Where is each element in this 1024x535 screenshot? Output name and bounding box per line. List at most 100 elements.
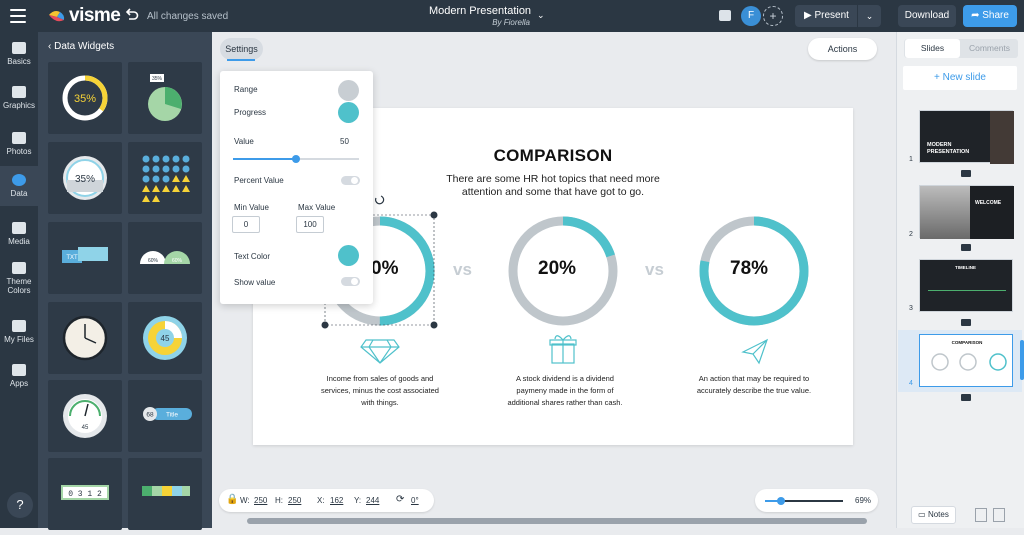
thumb-4-transition-icon[interactable] — [961, 394, 971, 401]
avatar[interactable]: F — [741, 6, 761, 26]
undo-icon[interactable] — [125, 8, 139, 22]
widget-title-badge[interactable]: 68 Title — [128, 380, 202, 452]
new-slide-button[interactable]: + New slide — [903, 66, 1017, 90]
value-slider-thumb[interactable] — [292, 155, 300, 163]
save-status: All changes saved — [147, 11, 229, 22]
ring-widget-label: 45 — [161, 334, 170, 343]
height-value[interactable]: 250 — [288, 496, 302, 505]
nav-graphics[interactable]: Graphics — [0, 82, 38, 118]
widget-semicircle[interactable]: 60% 60% — [128, 222, 202, 294]
logo-text: visme — [69, 5, 121, 26]
slide-title[interactable]: COMPARISON — [493, 146, 613, 165]
tab-slides[interactable]: Slides — [905, 39, 960, 58]
y-value[interactable]: 244 — [366, 496, 380, 505]
max-value-input[interactable]: 100 — [296, 216, 324, 233]
horizontal-scrollbar[interactable] — [247, 518, 867, 524]
widget-counter[interactable]: 0 3 1 2 — [48, 458, 122, 530]
actions-button[interactable]: Actions — [808, 38, 877, 60]
widget-text-bar[interactable]: TXT — [48, 222, 122, 294]
present-options-button[interactable]: ⌄ — [858, 5, 881, 27]
slide-thumbnail-2[interactable]: WELCOME — [919, 185, 1014, 239]
nav-my-files[interactable]: My Files — [0, 316, 38, 352]
share-icon: ➦ — [971, 10, 983, 21]
zoom-slider-thumb[interactable] — [776, 497, 785, 505]
x-value[interactable]: 162 — [330, 496, 344, 505]
settings-tab[interactable]: Settings — [220, 38, 263, 60]
ring-1-caption[interactable]: Income from sales of goods and services,… — [321, 374, 439, 407]
show-value-toggle[interactable] — [341, 277, 360, 286]
range-color-swatch[interactable] — [338, 80, 359, 101]
width-value[interactable]: 250 — [254, 496, 268, 505]
nav-data[interactable]: Data — [0, 166, 38, 206]
ring-3-caption[interactable]: An action that may be required to accura… — [696, 374, 812, 395]
visme-logo[interactable]: visme — [48, 5, 121, 26]
tab-comments[interactable]: Comments — [968, 43, 1011, 53]
widget-gauge[interactable]: 35% — [48, 142, 122, 214]
present-button[interactable]: ▶ Present — [795, 5, 857, 27]
dimensions-bar: 🔒 W: 250 H: 250 X: 162 Y: 244 ⟳ 0° — [219, 489, 434, 512]
rotate-icon[interactable]: ⟳ — [396, 494, 405, 505]
present-label: Present — [814, 10, 849, 21]
widget-icon-array[interactable] — [128, 142, 202, 214]
top-bar: visme All changes saved Modern Presentat… — [0, 0, 1024, 32]
widget-color-bar[interactable] — [128, 458, 202, 530]
visme-logo-icon — [49, 11, 65, 22]
notes-button[interactable]: ▭ Notes — [911, 506, 956, 524]
title-badge-widget-icon: 68 Title — [143, 407, 192, 421]
progress-color-swatch[interactable] — [338, 102, 359, 123]
nav-theme-colors[interactable]: Theme Colors — [0, 260, 38, 300]
grid-view-icon[interactable] — [975, 508, 987, 522]
ring-2-caption[interactable]: A stock dividend is a dividend paymeny m… — [507, 374, 623, 407]
palette-icon — [12, 262, 26, 274]
slides-tabs: Slides Comments — [904, 39, 1018, 58]
slides-scrollbar[interactable] — [1020, 340, 1024, 380]
folder-icon — [12, 320, 26, 332]
widgets-heading[interactable]: ‹ Data Widgets — [48, 41, 115, 52]
left-nav: Basics Graphics Photos Data Media Theme … — [0, 32, 38, 528]
slide-thumbnail-1[interactable]: MODERN PRESENTATION — [919, 110, 1014, 164]
media-icon — [12, 222, 26, 234]
thumb-2-panel — [970, 186, 1014, 239]
slide-thumbnail-3[interactable]: TIMELINE — [919, 259, 1013, 312]
ring-3[interactable] — [699, 216, 809, 326]
thumb-3-text: TIMELINE — [955, 265, 976, 270]
percent-value-toggle[interactable] — [341, 176, 360, 185]
min-value-input[interactable]: 0 — [232, 216, 260, 233]
share-button[interactable]: ➦ Share — [963, 5, 1017, 27]
widget-donut[interactable]: 35% — [48, 62, 122, 134]
chevron-down-icon[interactable]: ⌄ — [537, 10, 545, 20]
comment-icon[interactable] — [719, 10, 731, 21]
widget-meter[interactable]: 45 — [48, 380, 122, 452]
slide-thumbnail-4[interactable]: COMPARISON — [919, 334, 1013, 387]
thumb-3-transition-icon[interactable] — [961, 319, 971, 326]
thumb-1-transition-icon[interactable] — [961, 170, 971, 177]
zoom-slider-track[interactable] — [765, 500, 843, 502]
slide-subtitle[interactable]: There are some HR hot topics that need m… — [446, 173, 660, 198]
add-collaborator-button[interactable]: + — [763, 6, 783, 26]
rotation-value[interactable]: 0° — [411, 496, 419, 505]
semicircle-b-label: 60% — [172, 258, 183, 264]
widget-pie[interactable]: 35% — [128, 62, 202, 134]
donut-widget-label: 35% — [74, 93, 96, 105]
x-label: X: — [317, 496, 325, 505]
badge-widget-number: 68 — [146, 412, 154, 419]
thumb-2-transition-icon[interactable] — [961, 244, 971, 251]
nav-media[interactable]: Media — [0, 218, 38, 254]
list-view-icon[interactable] — [993, 508, 1005, 522]
help-button[interactable]: ? — [7, 492, 33, 518]
widget-ring[interactable]: 45 — [128, 302, 202, 374]
nav-basics[interactable]: Basics — [0, 38, 38, 74]
thumb-3-number: 3 — [909, 305, 913, 312]
nav-apps[interactable]: Apps — [0, 362, 38, 398]
settings-panel: Range Progress Value 50 Percent Value Mi… — [220, 71, 373, 304]
lock-icon[interactable]: 🔒 — [226, 494, 239, 505]
ring-1-label: 0% — [371, 258, 399, 279]
document-title[interactable]: Modern Presentation — [428, 5, 532, 17]
menu-icon[interactable] — [10, 9, 26, 23]
color-bar-widget-icon — [142, 486, 190, 496]
download-button[interactable]: Download — [898, 5, 956, 27]
ring-2[interactable] — [508, 216, 618, 326]
widget-clock[interactable] — [48, 302, 122, 374]
nav-photos[interactable]: Photos — [0, 128, 38, 164]
text-color-swatch[interactable] — [338, 245, 359, 266]
